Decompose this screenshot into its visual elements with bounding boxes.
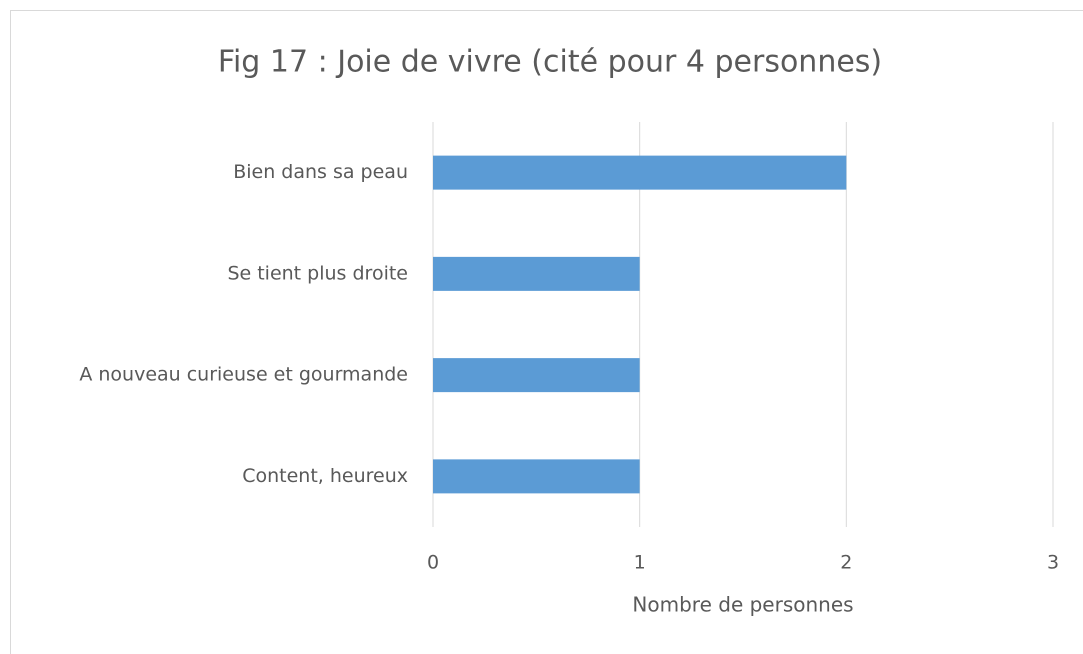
y-tick-label: Bien dans sa peau bbox=[233, 161, 408, 183]
y-tick-label: Content, heureux bbox=[242, 465, 408, 487]
chart-border bbox=[10, 10, 1083, 654]
chart-title: Fig 17 : Joie de vivre (cité pour 4 pers… bbox=[218, 45, 882, 80]
x-tick-label: 0 bbox=[427, 552, 439, 574]
y-tick-label: Se tient plus droite bbox=[227, 262, 408, 284]
x-tick-label: 1 bbox=[634, 552, 646, 574]
x-tick-label: 3 bbox=[1047, 552, 1059, 574]
bar bbox=[433, 155, 847, 190]
bar bbox=[433, 459, 640, 494]
bar bbox=[433, 256, 640, 291]
x-axis-label: Nombre de personnes bbox=[632, 593, 853, 617]
x-tick-label: 2 bbox=[840, 552, 852, 574]
bar bbox=[433, 358, 640, 393]
y-tick-label: A nouveau curieuse et gourmande bbox=[79, 364, 408, 386]
